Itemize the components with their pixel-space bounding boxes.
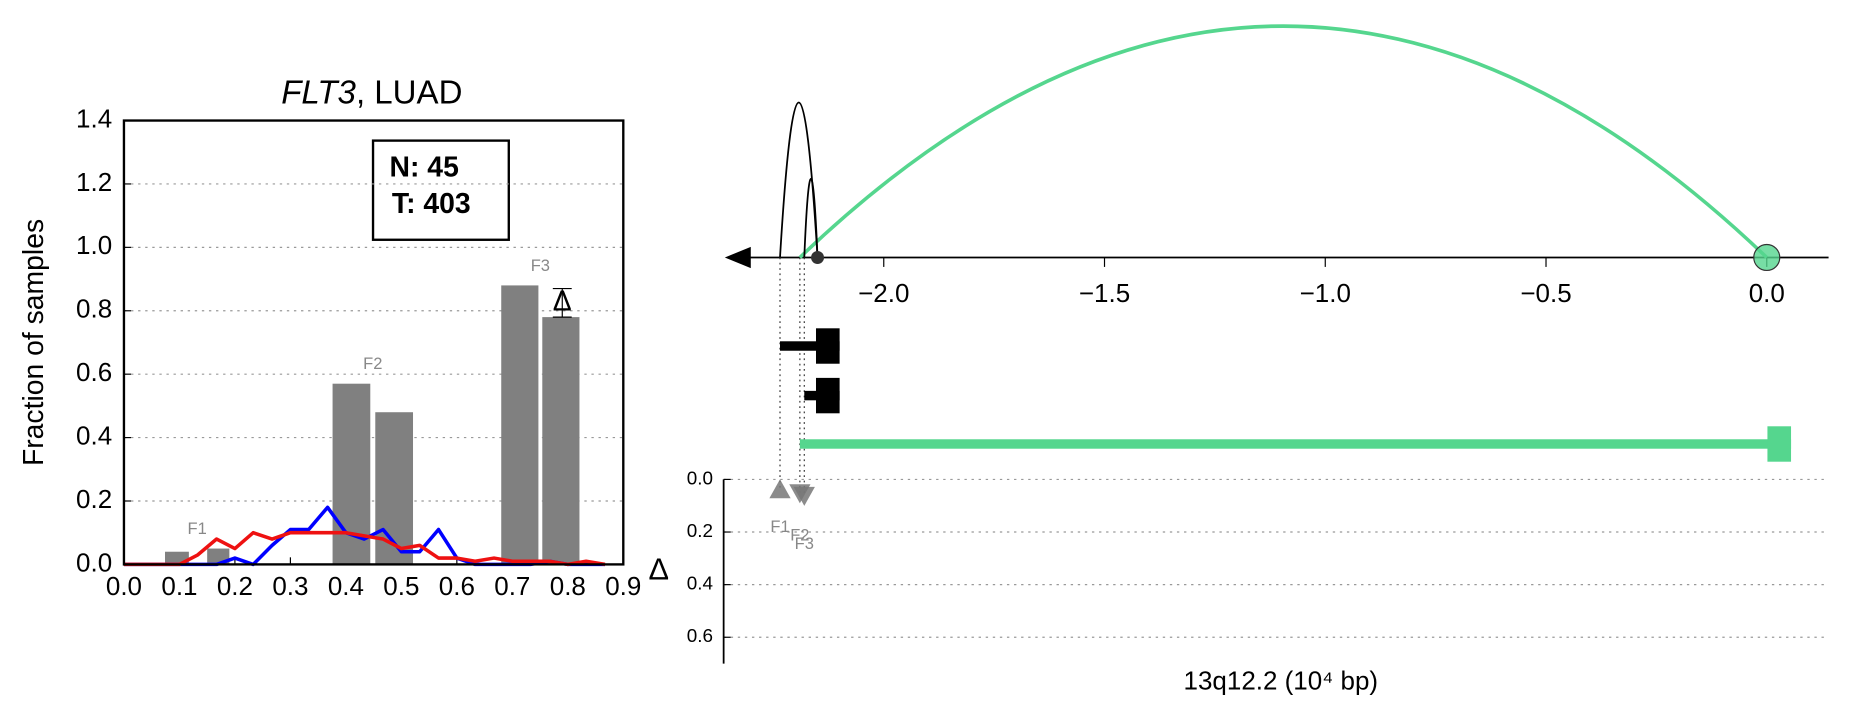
x-tick-label: 0.5 (383, 571, 419, 601)
delta-marker (769, 479, 791, 499)
title-rest: , LUAD (356, 74, 463, 111)
gene-body (780, 341, 840, 351)
y-tick-label: 0.2 (687, 521, 713, 542)
group-label: F3 (531, 256, 550, 275)
y-tick-label: 0.6 (76, 357, 112, 387)
x-tick-label: −1.5 (1079, 278, 1130, 308)
x-tick-label: 0.3 (272, 571, 308, 601)
bar (542, 317, 580, 565)
y-tick-label: 0.4 (76, 420, 112, 450)
x-tick-label: 0.8 (550, 571, 586, 601)
bar (501, 285, 539, 565)
group-label: F2 (363, 354, 382, 373)
delta-label: Δ (553, 285, 572, 317)
x-axis-label: 13q12.2 (10⁴ bp) (1184, 665, 1379, 695)
x-tick-label: 0.1 (161, 571, 197, 601)
x-tick-label: 0.0 (106, 571, 142, 601)
anchor (1753, 243, 1781, 272)
marker-label: F3 (795, 534, 814, 553)
x-tick-label: 0.9 (605, 571, 641, 601)
group-label: F1 (188, 519, 207, 538)
series-line (123, 530, 606, 567)
info-n: N: 45 (390, 151, 459, 183)
y-tick-label: 1.4 (76, 103, 112, 133)
gene-block (815, 328, 840, 364)
y-tick-label: 0.0 (687, 468, 713, 489)
gene-block (1767, 426, 1792, 462)
info-box (371, 139, 510, 241)
x-tick-label: 0.6 (439, 571, 475, 601)
axis-arrow (724, 246, 751, 269)
info-t: T: 403 (392, 188, 471, 220)
y-axis-label: Fraction of samples (18, 219, 50, 466)
x-tick-label: 0.0 (1749, 278, 1785, 308)
gene-block (815, 377, 840, 414)
y-tick-label: 1.2 (76, 167, 112, 197)
y-tick-label: 0.4 (687, 574, 713, 595)
y-tick-label: 1.0 (76, 230, 112, 260)
x-tick-label: −1.0 (1300, 278, 1351, 308)
arc (803, 178, 819, 258)
x-tick-label: 0.7 (494, 571, 530, 601)
x-tick-label: −2.0 (858, 278, 909, 308)
plot-frame (122, 119, 625, 566)
marker-label: F1 (770, 517, 789, 536)
y-tick-label: 0.2 (76, 484, 112, 514)
marker-label: F2 (790, 526, 809, 545)
gene-body (799, 439, 1792, 449)
delta-marker (793, 486, 815, 506)
x-tick-label: 0.4 (328, 571, 364, 601)
title-gene: FLT3 (281, 74, 356, 111)
arc (798, 24, 1768, 259)
x-tick-label: −0.5 (1520, 278, 1571, 308)
y-tick-label: 0.8 (76, 294, 112, 324)
x-tick-label: 0.2 (217, 571, 253, 601)
y-tick-label: 0.6 (687, 626, 713, 647)
chart-title: FLT3, LUAD (281, 74, 462, 111)
y-tick-label: 0.0 (76, 547, 112, 577)
anchor (811, 250, 825, 264)
delta-axis-label: Δ (648, 552, 669, 587)
